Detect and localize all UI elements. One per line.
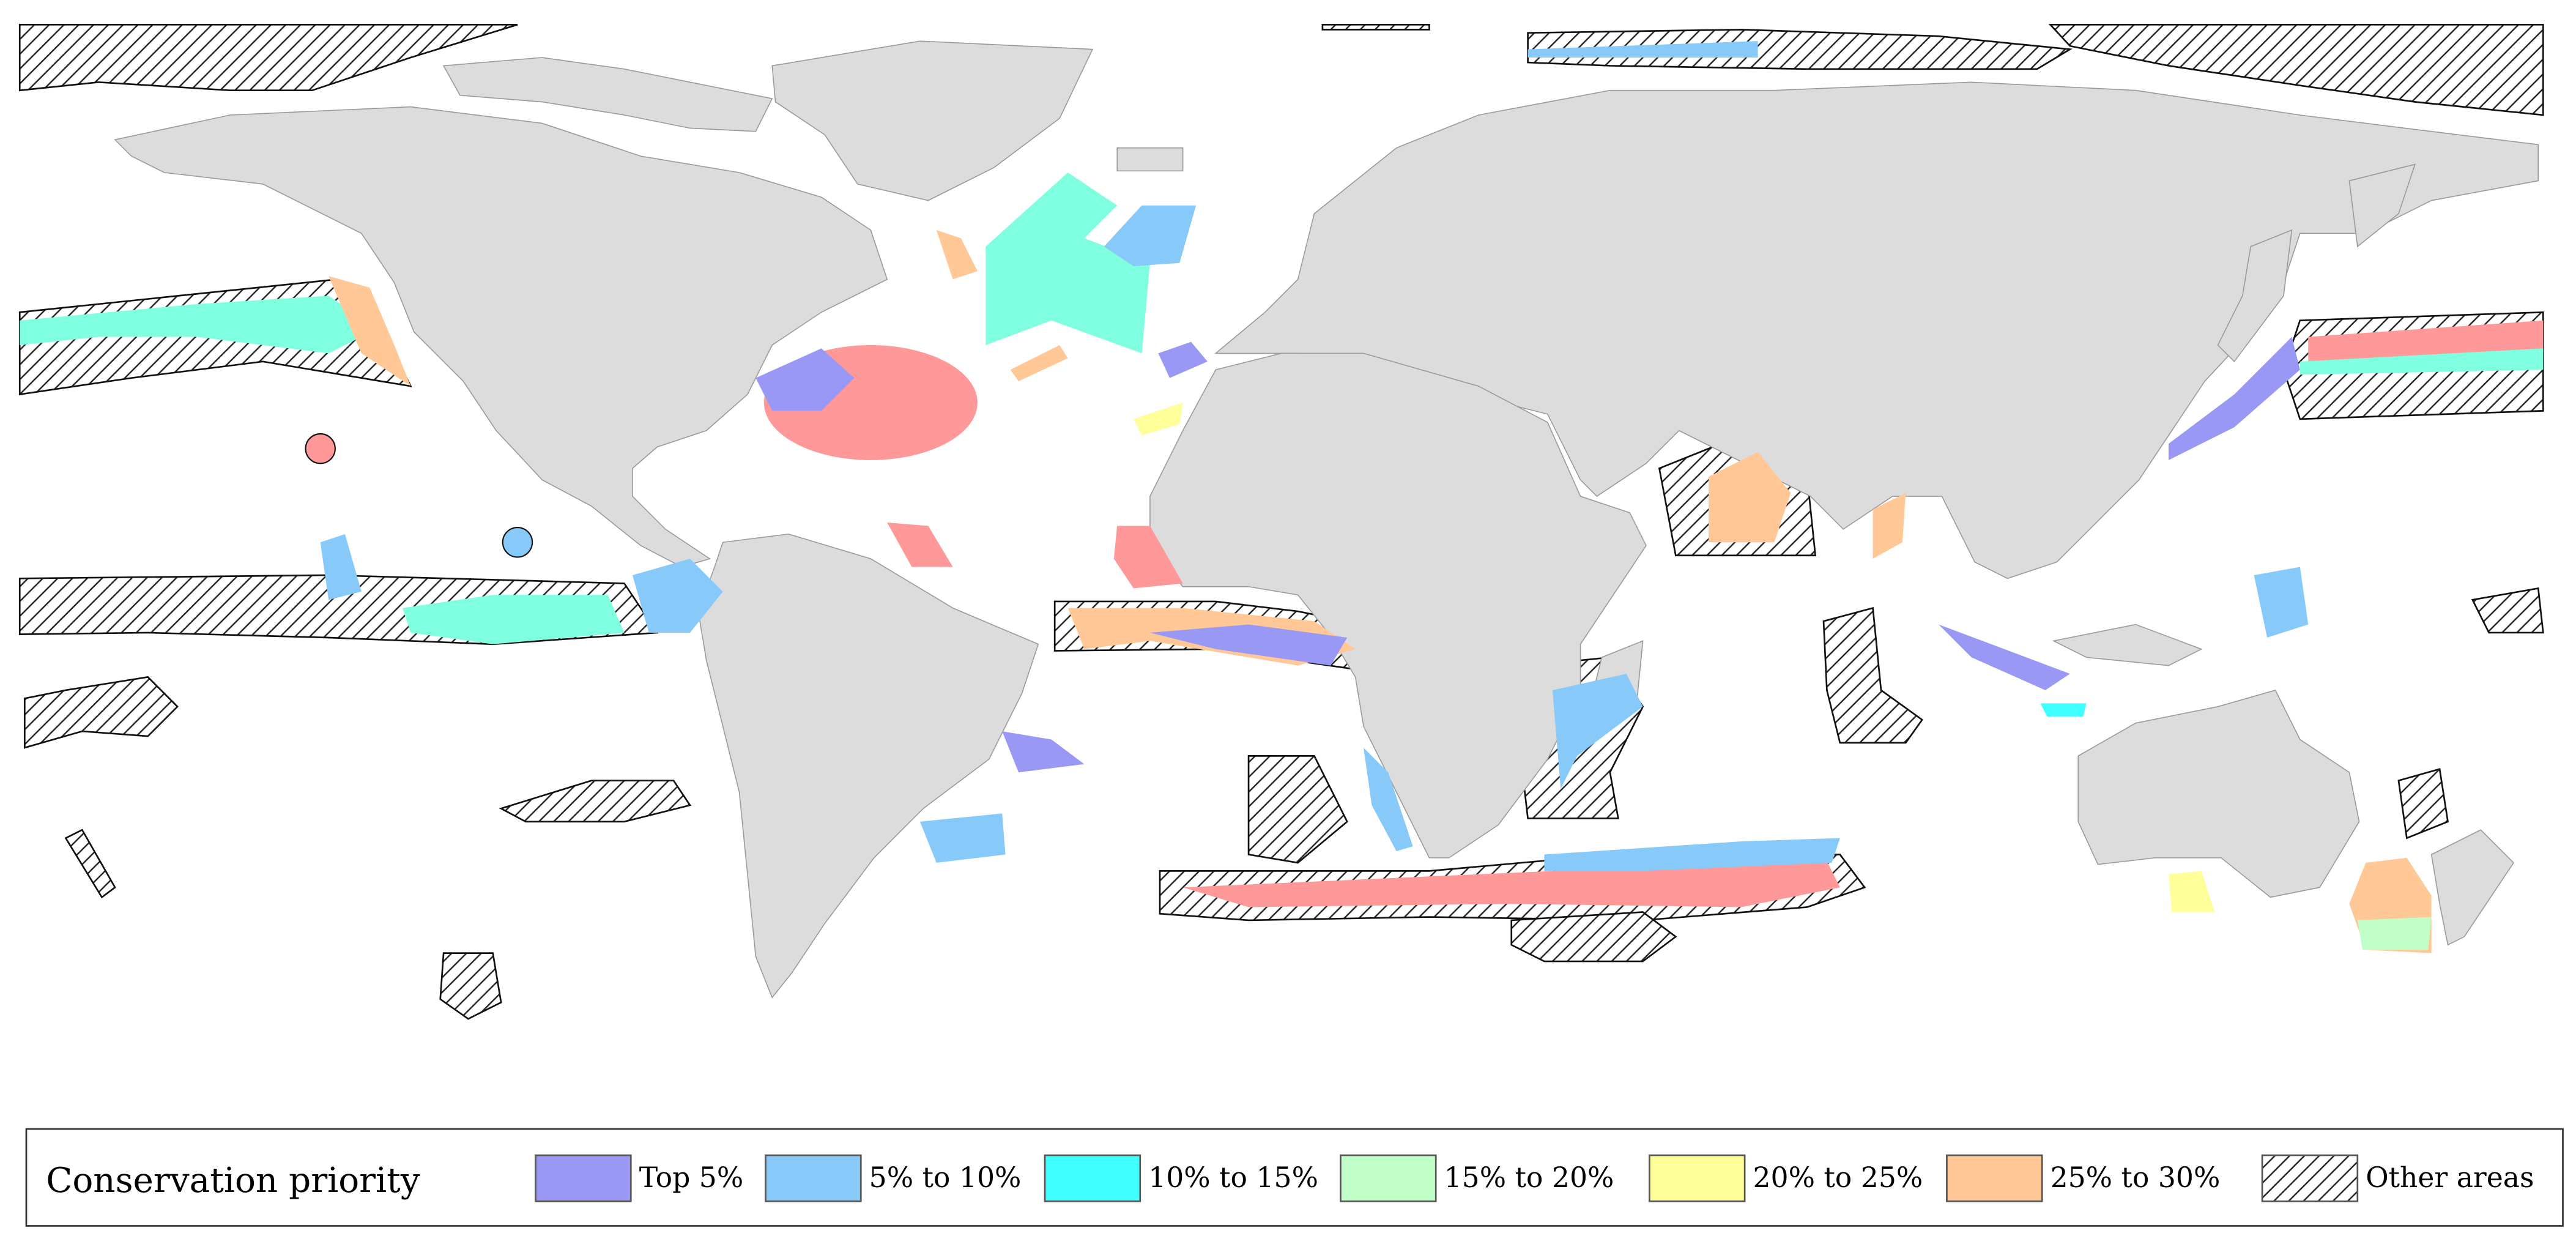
legend-swatch — [535, 1154, 632, 1202]
legend-label: 25% to 30% — [2051, 1161, 2221, 1194]
legend: Conservation priority Top 5% 5% to 10% 10%… — [25, 1128, 2564, 1227]
legend-swatch — [1340, 1154, 1437, 1202]
legend-swatch — [2261, 1154, 2359, 1202]
legend-label: 10% to 15% — [1148, 1161, 1318, 1194]
legend-title: Conservation priority — [46, 1161, 420, 1201]
legend-swatch — [765, 1154, 862, 1202]
legend-swatch — [1044, 1154, 1141, 1202]
legend-label: Other areas — [2366, 1161, 2534, 1194]
legend-swatch — [1946, 1154, 2043, 1202]
land — [114, 40, 2539, 999]
legend-label: 15% to 20% — [1444, 1161, 1614, 1194]
priority-patches — [20, 41, 2544, 953]
legend-box — [25, 1128, 2564, 1227]
legend-label: 5% to 10% — [869, 1161, 1022, 1194]
legend-swatch — [1648, 1154, 1746, 1202]
legend-label: 20% to 25% — [1753, 1161, 1923, 1194]
legend-label: Top 5% — [639, 1161, 744, 1194]
